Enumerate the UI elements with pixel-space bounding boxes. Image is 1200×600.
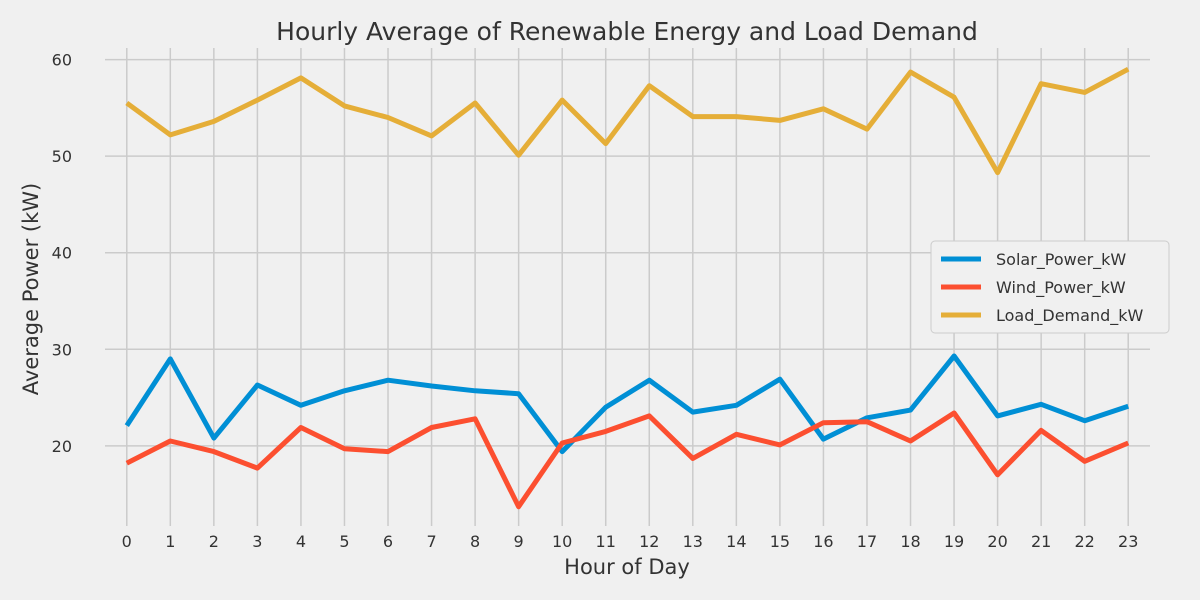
y-axis-label: Average Power (kW): [19, 183, 43, 395]
chart-title: Hourly Average of Renewable Energy and L…: [276, 17, 978, 46]
x-axis-label: Hour of Day: [564, 555, 690, 579]
x-tick-label: 10: [552, 532, 572, 551]
y-tick-label: 40: [52, 244, 72, 263]
x-tick-label: 21: [1031, 532, 1051, 551]
x-tick-labels: 0 1 2 3 4 5 6 7 8 9 10 11 12 13 14 15 16 17 18 19 20 21 22 23: [122, 532, 1139, 551]
wind-power-line: [125, 410, 1130, 510]
x-tick-label: 3: [252, 532, 262, 551]
legend-label-solar: Solar_Power_kW: [996, 250, 1126, 270]
x-tick-label: 23: [1118, 532, 1138, 551]
x-tick-label: 16: [813, 532, 833, 551]
x-tick-label: 15: [770, 532, 790, 551]
x-tick-label: 17: [857, 532, 877, 551]
x-tick-label: 20: [987, 532, 1007, 551]
load-demand-line: [125, 66, 1130, 176]
x-tick-label: 6: [383, 532, 393, 551]
series-lines: [124, 66, 1130, 510]
x-tick-label: 2: [209, 532, 219, 551]
x-tick-label: 0: [122, 532, 132, 551]
x-tick-label: 7: [426, 532, 436, 551]
x-tick-label: 14: [726, 532, 746, 551]
x-tick-label: 9: [514, 532, 524, 551]
x-tick-label: 4: [296, 532, 306, 551]
y-tick-label: 30: [52, 340, 72, 359]
legend-box: [930, 240, 1170, 334]
x-tick-label: 12: [639, 532, 659, 551]
x-tick-label: 22: [1075, 532, 1095, 551]
solar-power-line: [124, 353, 1129, 455]
y-tick-label: 20: [52, 437, 72, 456]
legend-label-wind: Wind_Power_kW: [996, 278, 1126, 298]
x-tick-label: 19: [944, 532, 964, 551]
y-tick-labels: 20 30 40 50 60: [52, 51, 72, 456]
legend-label-load: Load_Demand_kW: [996, 306, 1144, 326]
x-tick-label: 8: [470, 532, 480, 551]
x-tick-label: 18: [900, 532, 920, 551]
x-tick-label: 5: [339, 532, 349, 551]
y-tick-label: 50: [52, 147, 72, 166]
y-tick-label: 60: [52, 51, 72, 70]
legend: Solar_Power_kW Wind_Power_kW Load_Demand…: [930, 240, 1170, 334]
x-tick-label: 13: [683, 532, 703, 551]
x-tick-label: 11: [596, 532, 616, 551]
x-tick-label: 1: [165, 532, 175, 551]
